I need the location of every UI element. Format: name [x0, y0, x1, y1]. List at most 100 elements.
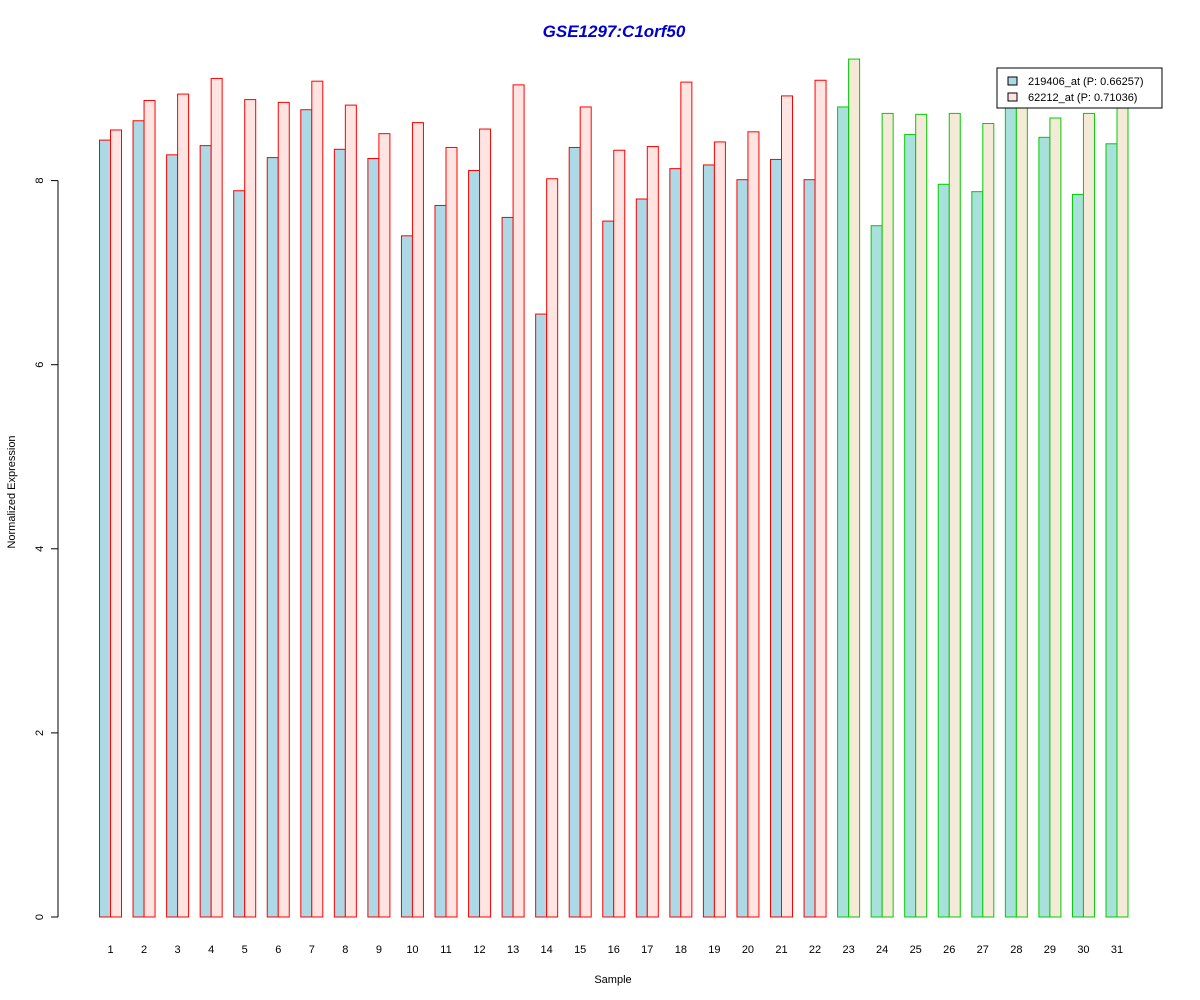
bar-219406_at: [1071, 193, 1084, 918]
bar-62212_at: [110, 129, 122, 918]
bar-62212_at: [948, 112, 961, 918]
bar-219406_at: [602, 220, 615, 918]
x-tick-label: 18: [675, 944, 687, 956]
bars: [99, 58, 1129, 918]
bar-62212_at: [781, 95, 793, 918]
x-tick-label: 11: [440, 944, 451, 956]
bar-219406_at: [702, 164, 715, 918]
x-tick-label: 21: [775, 944, 787, 956]
bar-219406_at: [199, 145, 212, 918]
x-tick-label: 22: [809, 944, 821, 956]
bar-219406_at: [333, 148, 346, 918]
bar-62212_at: [143, 100, 156, 918]
bar-62212_at: [713, 141, 726, 918]
y-tick-label: 2: [34, 730, 46, 736]
bar-62212_at: [982, 123, 995, 918]
bar-62212_at: [814, 79, 827, 918]
legend-swatch: [1007, 92, 1018, 102]
x-tick-label: 20: [742, 944, 754, 956]
x-tick-label: 9: [376, 944, 382, 956]
x-tick-label: 26: [943, 944, 955, 956]
bar-62212_at: [613, 149, 626, 918]
x-tick-label: 25: [910, 944, 922, 956]
legend: 219406_at (P: 0.66257) 62212_at (P: 0.710…: [996, 67, 1163, 109]
legend-label: 62212_at (P: 0.71036): [1028, 92, 1137, 104]
bar-219406_at: [1105, 143, 1118, 918]
x-tick-label: 24: [876, 944, 888, 956]
y-axis-label: Normalized Expression: [6, 435, 18, 548]
bar-219406_at: [736, 179, 749, 918]
bar-62212_at: [411, 122, 424, 918]
x-tick-label: 29: [1044, 944, 1056, 956]
x-tick-label: 14: [541, 944, 553, 956]
x-tick-label: 3: [175, 944, 181, 956]
bar-219406_at: [266, 157, 279, 918]
bar-62212_at: [848, 58, 861, 918]
bar-219406_at: [468, 169, 481, 918]
bar-62212_at: [210, 77, 223, 918]
bar-219406_at: [770, 158, 782, 918]
bar-62212_at: [311, 80, 324, 918]
bar-219406_at: [669, 168, 682, 918]
x-tick-label: 23: [842, 944, 854, 956]
bar-62212_at: [277, 101, 290, 918]
x-tick-label: 4: [208, 944, 214, 956]
bar-62212_at: [881, 112, 894, 918]
bar-219406_at: [568, 146, 581, 918]
y-tick-label: 0: [34, 914, 46, 920]
bar-62212_at: [479, 128, 492, 918]
x-tick-label: 31: [1111, 944, 1123, 956]
bar-62212_at: [579, 106, 592, 918]
bar-219406_at: [367, 158, 380, 918]
y-tick-label: 6: [34, 362, 46, 368]
bar-62212_at: [177, 93, 190, 918]
x-tick-label: 5: [242, 944, 248, 956]
bar-62212_at: [1015, 97, 1028, 918]
x-axis-label: Sample: [594, 974, 631, 986]
bar-219406_at: [132, 120, 145, 918]
bar-62212_at: [747, 131, 760, 918]
bar-62212_at: [915, 113, 928, 918]
x-tick-labels: 1 2 3 4 5 6 7 8 9 10 11 12 13 14 15 16 17 18 19 20 21 22 23 24 2…: [107, 944, 1123, 956]
bar-62212_at: [512, 84, 525, 918]
x-tick-label: 1: [107, 944, 113, 956]
x-tick-label: 7: [309, 944, 315, 956]
bar-62212_at: [344, 104, 357, 918]
x-tick-label: 12: [473, 944, 485, 956]
bar-219406_at: [870, 225, 883, 918]
legend-box: [996, 67, 1163, 109]
x-tick-label: 16: [608, 944, 620, 956]
bar-62212_at: [1049, 117, 1062, 918]
bar-219406_at: [904, 134, 917, 918]
x-tick-label: 10: [406, 944, 418, 956]
bar-62212_at: [445, 146, 458, 918]
bar-62212_at: [546, 178, 559, 918]
bar-219406_at: [1004, 97, 1017, 918]
bar-219406_at: [535, 313, 548, 918]
bar-219406_at: [635, 198, 648, 918]
bar-219406_at: [400, 235, 413, 918]
x-tick-label: 13: [507, 944, 519, 956]
bar-62212_at: [680, 81, 693, 918]
bar-219406_at: [300, 109, 313, 918]
bar-62212_at: [1116, 97, 1129, 918]
y-tick-label: 4: [34, 546, 46, 552]
bar-62212_at: [646, 146, 659, 918]
bar-219406_at: [166, 154, 179, 918]
chart-title: GSE1297:C1orf50: [543, 22, 686, 41]
bar-219406_at: [434, 204, 447, 918]
x-tick-label: 17: [641, 944, 653, 956]
legend-label: 219406_at (P: 0.66257): [1028, 76, 1144, 88]
bar-219406_at: [937, 183, 950, 918]
y-axis: 0 2 4 6 8: [34, 178, 59, 920]
bar-219406_at: [1038, 136, 1051, 918]
x-tick-label: 19: [708, 944, 720, 956]
bar-219406_at: [803, 179, 816, 918]
bar-219406_at: [837, 106, 850, 918]
y-tick-label: 8: [34, 178, 46, 184]
x-tick-label: 15: [574, 944, 586, 956]
x-tick-label: 6: [275, 944, 281, 956]
x-tick-label: 30: [1077, 944, 1089, 956]
bar-219406_at: [971, 191, 984, 918]
legend-swatch: [1007, 76, 1018, 86]
